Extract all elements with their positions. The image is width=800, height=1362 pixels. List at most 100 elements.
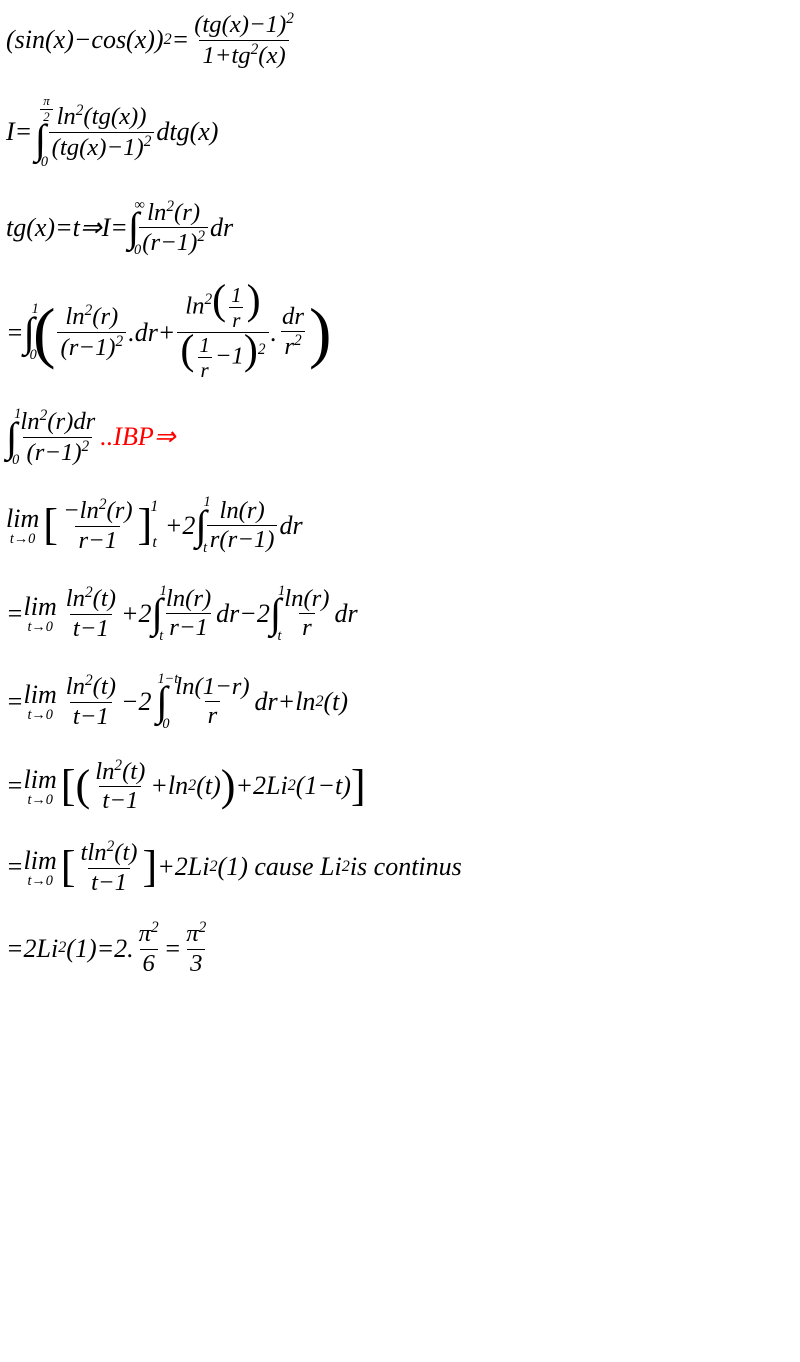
paren-open: ( bbox=[76, 773, 91, 800]
pre: = bbox=[6, 771, 24, 801]
limit: limt→0 bbox=[24, 592, 57, 635]
paren-close: ) bbox=[309, 316, 332, 350]
den-exp: 2 bbox=[144, 133, 152, 150]
equation-line-7: = limt→0 ln2(t) t−1 +2 1 ∫ t ln(r) r−1 d… bbox=[6, 581, 794, 647]
f2-den: 3 bbox=[187, 949, 205, 978]
equation-line-3: tg(x)=t⇒I= ∞ ∫ 0 ln2(r) (r−1)2 dr bbox=[6, 195, 794, 261]
num-post: (tg(x)) bbox=[83, 104, 146, 131]
bracket-close: ] bbox=[351, 773, 366, 800]
equation-line-2: I= π2 ∫ 0 ln2(tg(x)) (tg(x)−1)2 dtg(x) bbox=[6, 92, 794, 172]
int-hi: 1 bbox=[32, 301, 39, 317]
integral: π2 ∫ 0 bbox=[32, 92, 48, 172]
int-lo: 0 bbox=[162, 716, 169, 732]
f-den: t−1 bbox=[88, 868, 130, 897]
paren-close: ) bbox=[221, 773, 236, 800]
i2-lo: t bbox=[278, 628, 282, 644]
int-hi: 1 bbox=[14, 406, 21, 422]
post: (t) bbox=[324, 687, 349, 717]
f1n-post: (t) bbox=[93, 585, 116, 612]
ibp-note: ..IBP⇒ bbox=[100, 422, 175, 452]
bn-pre: −ln bbox=[63, 497, 99, 524]
post: is continus bbox=[350, 852, 462, 882]
d-base: (r−1) bbox=[26, 439, 81, 466]
brac-frac: −ln2(r) r−1 bbox=[60, 496, 136, 555]
num-post: (r) bbox=[174, 199, 200, 226]
t3-num: dr bbox=[279, 303, 307, 331]
int-lo: 0 bbox=[30, 347, 37, 363]
term1-frac: ln2(r) (r−1)2 bbox=[57, 302, 126, 362]
den-pre: 1+tg bbox=[202, 42, 250, 69]
pre: = bbox=[6, 852, 24, 882]
t3-den-pre: r bbox=[284, 334, 294, 361]
mid2: . bbox=[271, 318, 278, 348]
equation-line-4: = 1 ∫ 0 ( ln2(r) (r−1)2 .dr+ ln2(1r) (1r… bbox=[6, 283, 794, 383]
integral: 1 ∫ t bbox=[195, 492, 206, 558]
integral: ∞ ∫ 0 bbox=[128, 195, 139, 261]
d-inner-post: −1 bbox=[215, 342, 244, 369]
equation-line-8: = limt→0 ln2(t) t−1 −2 1−t ∫ 0 ln(1−r) r… bbox=[6, 669, 794, 735]
f2-den: r−1 bbox=[166, 613, 211, 642]
mid2: (1) cause Li bbox=[218, 852, 342, 882]
equation-line-5: 1 ∫ 0 ln2(r)dr (r−1)2 ..IBP⇒ bbox=[6, 404, 794, 470]
f1n-pre: π bbox=[139, 920, 151, 947]
f2n-pre: π bbox=[186, 920, 198, 947]
d-inner-den: r bbox=[198, 357, 212, 382]
integral-2: 1 ∫ t bbox=[270, 581, 281, 647]
num-pre: ln bbox=[147, 199, 166, 226]
int-hi-num: π bbox=[40, 94, 52, 109]
i2-hi: 1 bbox=[278, 583, 285, 599]
eval-lo: t bbox=[152, 534, 156, 553]
integrand-frac: ln2(r) (r−1)2 bbox=[139, 198, 208, 258]
li-sub: 2 bbox=[58, 939, 66, 958]
f2-den: r(r−1) bbox=[207, 525, 278, 554]
f1n-pre: ln bbox=[66, 673, 85, 700]
li-sub: 2 bbox=[209, 858, 217, 877]
mid: +2Li bbox=[157, 852, 209, 882]
in-exp: 2 bbox=[114, 757, 122, 774]
n-pre: ln bbox=[20, 408, 39, 435]
post-exp: 2 bbox=[315, 693, 323, 712]
den-base: (r−1) bbox=[142, 229, 197, 256]
post: dr bbox=[210, 213, 233, 243]
f1-den: t−1 bbox=[70, 614, 112, 643]
int-hi: 1−t bbox=[158, 671, 179, 687]
bn-post: (r) bbox=[106, 497, 132, 524]
eq: = bbox=[172, 25, 190, 55]
f2-num: ln(r) bbox=[163, 585, 214, 613]
mid: (1)=2. bbox=[66, 934, 133, 964]
pre: I= bbox=[6, 117, 32, 147]
int-lo: 0 bbox=[41, 154, 48, 170]
frac2: ln(r) r(r−1) bbox=[207, 497, 278, 555]
pre: tg(x)=t⇒I= bbox=[6, 213, 128, 243]
mid2: dr−2 bbox=[216, 599, 270, 629]
bracket-open: [ bbox=[43, 512, 58, 539]
limit: limt→0 bbox=[6, 504, 39, 547]
inner-exp: 2 bbox=[188, 777, 196, 796]
i1-lo: t bbox=[159, 628, 163, 644]
in-pre: ln bbox=[95, 758, 114, 785]
mid2: dr+ln bbox=[255, 687, 316, 717]
li-sub: 2 bbox=[288, 777, 296, 796]
int-hi: ∞ bbox=[134, 197, 144, 213]
lhs: (sin(x)−cos(x)) bbox=[6, 25, 164, 55]
n-pre: ln bbox=[65, 304, 84, 331]
f2: ln(1−r) r bbox=[172, 673, 252, 731]
inner-mid: +ln bbox=[150, 771, 188, 801]
bracket-open: [ bbox=[61, 773, 76, 800]
equation-line-6: limt→0 [ −ln2(r) r−1 ] 1 t +2 1 ∫ t ln(r… bbox=[6, 492, 794, 558]
mid: +2 bbox=[165, 511, 196, 541]
pre: = bbox=[6, 687, 24, 717]
equation-line-1: (sin(x)−cos(x))2 = (tg(x)−1)2 1+tg2(x) bbox=[6, 10, 794, 70]
f1: ln2(t) t−1 bbox=[63, 584, 119, 643]
fraction: (tg(x)−1)2 1+tg2(x) bbox=[191, 10, 297, 70]
in-den: t−1 bbox=[99, 786, 141, 815]
bracket-open: [ bbox=[61, 854, 76, 881]
eval-hi: 1 bbox=[150, 498, 158, 517]
mid1: −2 bbox=[121, 687, 152, 717]
d-exp: 2 bbox=[116, 333, 124, 350]
lim-to: t→0 bbox=[27, 707, 52, 723]
term3-frac: dr r2 bbox=[279, 303, 307, 362]
inner-post: (t) bbox=[196, 771, 221, 801]
n-post: (r) bbox=[92, 304, 118, 331]
int-hi-den: 2 bbox=[40, 109, 52, 125]
